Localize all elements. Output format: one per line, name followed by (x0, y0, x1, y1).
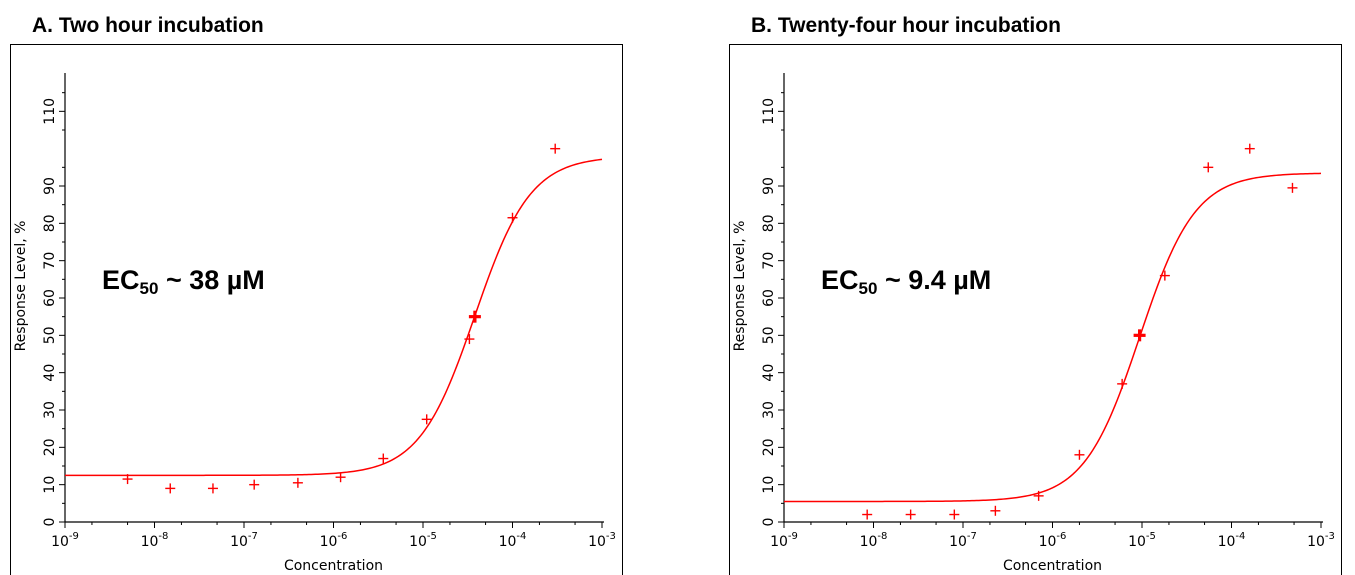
ec50-point (1133, 329, 1146, 342)
data-point (990, 505, 1001, 516)
y-tick-label: 0 (42, 518, 58, 527)
x-tick-label: 10-4 (499, 531, 527, 550)
y-tick-label: 10 (42, 476, 58, 494)
data-point (1203, 162, 1214, 173)
data-point (862, 509, 873, 520)
x-axis-label: Concentration (1003, 558, 1102, 574)
ec50-point (468, 310, 481, 323)
data-point (1287, 182, 1298, 193)
data-point (507, 212, 518, 223)
y-axis-label: Response Level, % (13, 221, 29, 352)
y-tick-label: 80 (761, 214, 777, 232)
data-point (122, 474, 133, 485)
y-tick-label: 20 (761, 438, 777, 456)
chart-title: B. Twenty-four hour incubation (751, 14, 1061, 37)
y-tick-label: 40 (42, 364, 58, 382)
y-tick-label: 50 (761, 326, 777, 344)
x-axis-label: Concentration (284, 558, 383, 574)
data-point (421, 414, 432, 425)
ec50-annotation: EC50 ~ 9.4 µM (821, 265, 991, 298)
x-tick-label: 10-8 (860, 531, 888, 550)
data-point (1117, 378, 1128, 389)
fit-curve (784, 172, 1322, 503)
data-point (335, 472, 346, 483)
data-point (1159, 270, 1170, 281)
y-tick-label: 20 (42, 438, 58, 456)
y-axis-label: Response Level, % (732, 221, 748, 352)
chart-svg: 0 10 20 30 40 50 60 70 80 90 110 10-9 10-8 10-7 10-6 10… (729, 44, 1342, 575)
x-tick-label: 10-6 (320, 531, 348, 550)
x-tick-label: 10-5 (1128, 531, 1156, 550)
x-tick-label: 10-4 (1218, 531, 1246, 550)
data-point (207, 483, 218, 494)
data-point (292, 477, 303, 488)
y-tick-label: 70 (42, 252, 58, 270)
x-tick-label: 10-5 (409, 531, 437, 550)
plot-frame (729, 44, 1342, 575)
y-tick-label: 110 (42, 98, 58, 125)
data-point (1244, 143, 1255, 154)
x-tick-label: 10-7 (230, 531, 258, 550)
panel-a: A. Two hour incubation 0 10 20 30 40 50 60 70 80… (10, 0, 630, 575)
data-point (550, 143, 561, 154)
data-point (464, 334, 475, 345)
y-tick-label: 10 (761, 476, 777, 494)
data-point (905, 509, 916, 520)
data-point (1033, 490, 1044, 501)
data-point (165, 483, 176, 494)
x-tick-label: 10-7 (949, 531, 977, 550)
y-tick-label: 70 (761, 252, 777, 270)
data-point (249, 479, 260, 490)
y-tick-label: 0 (761, 518, 777, 527)
chart-svg: 0 10 20 30 40 50 60 70 80 90 110 10-9 10-8 10-7 10-6 10… (10, 44, 623, 575)
y-tick-label: 60 (761, 289, 777, 307)
y-tick-label: 50 (42, 326, 58, 344)
y-tick-label: 30 (761, 401, 777, 419)
y-tick-label: 90 (42, 177, 58, 195)
data-point (1074, 449, 1085, 460)
y-tick-label: 90 (761, 177, 777, 195)
ec50-annotation: EC50 ~ 38 µM (102, 265, 265, 298)
chart-title: A. Two hour incubation (32, 14, 264, 37)
y-tick-label: 80 (42, 214, 58, 232)
x-tick-label: 10-9 (770, 531, 798, 550)
plot-frame (10, 44, 623, 575)
y-tick-label: 40 (761, 364, 777, 382)
data-point (378, 453, 389, 464)
y-tick-label: 30 (42, 401, 58, 419)
x-tick-label: 10-3 (588, 531, 616, 550)
panel-b: B. Twenty-four hour incubation 0 10 20 30 40… (729, 0, 1349, 575)
x-tick-label: 10-8 (141, 531, 169, 550)
data-point (949, 509, 960, 520)
x-tick-label: 10-3 (1307, 531, 1335, 550)
y-tick-label: 60 (42, 289, 58, 307)
x-tick-label: 10-6 (1039, 531, 1067, 550)
y-tick-label: 110 (761, 98, 777, 125)
x-tick-label: 10-9 (51, 531, 79, 550)
